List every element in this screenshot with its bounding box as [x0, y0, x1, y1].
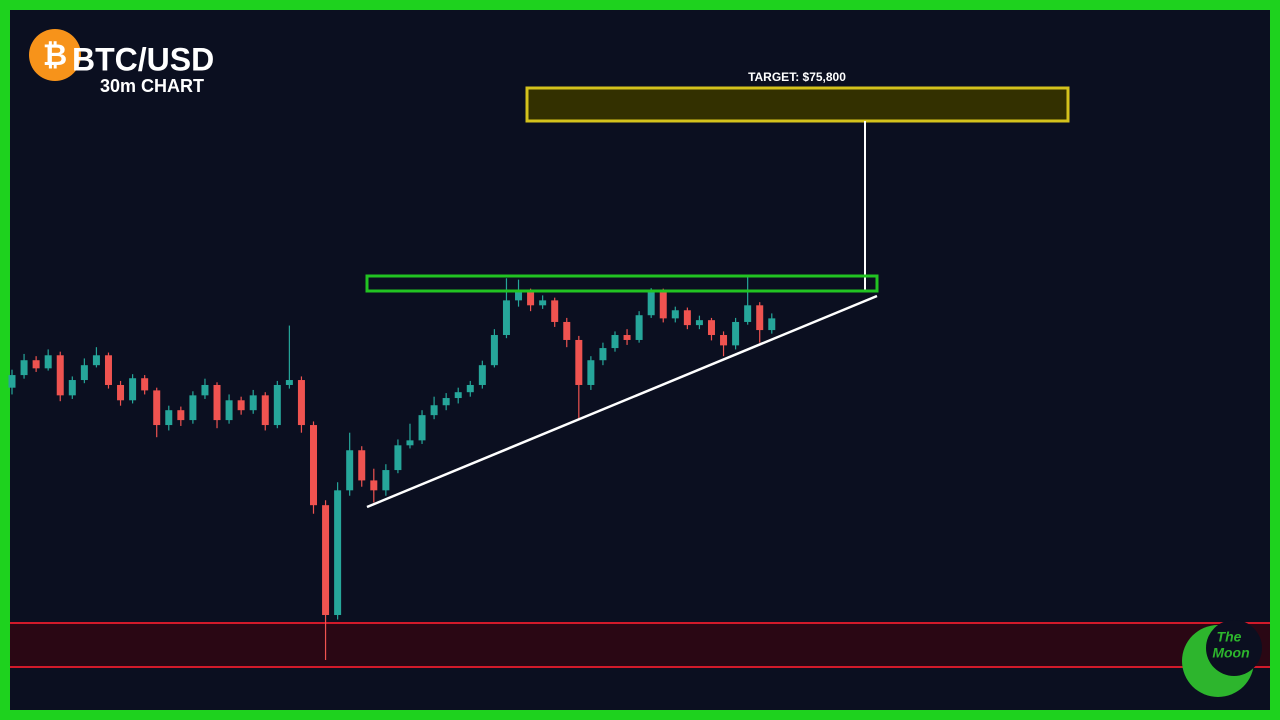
candle-body [261, 395, 269, 426]
candle-body [225, 400, 233, 421]
candle-body [539, 300, 547, 306]
candle-body [80, 365, 88, 381]
candle-body [551, 300, 559, 322]
candle-body [527, 292, 535, 306]
candle-body [768, 318, 776, 331]
candle-body [430, 405, 438, 416]
candle-body [92, 355, 100, 366]
candle-body [394, 445, 402, 471]
candle-body [382, 470, 390, 491]
candle-body [201, 384, 209, 396]
candle-body [454, 392, 462, 399]
candle-body [104, 355, 112, 385]
chart-subtitle: 30m CHART [100, 76, 204, 96]
candle-body [707, 320, 715, 336]
support-zone [10, 623, 1270, 667]
brand-moon-cut [1206, 620, 1262, 676]
candle-body [310, 425, 317, 506]
btc-logo [29, 29, 81, 81]
candle-body [647, 292, 655, 316]
candle-body [273, 384, 281, 426]
candle-body [32, 360, 40, 369]
chart-title: BTC/USD [72, 41, 214, 77]
candle-body [117, 384, 125, 401]
target-label: TARGET: $75,800 [748, 70, 846, 84]
candle-body [297, 380, 305, 426]
candle-body [756, 305, 764, 331]
candle-body [744, 305, 752, 322]
brand-text: The [1217, 629, 1242, 645]
candle-body [466, 384, 474, 393]
candle-body [406, 440, 414, 446]
candle-body [20, 360, 28, 376]
candle-body [695, 320, 703, 326]
candle-body [587, 360, 595, 385]
candle-body [68, 380, 76, 396]
candle-body [370, 480, 378, 491]
candle-body [683, 310, 691, 326]
trend-line [366, 294, 878, 509]
candle-body [153, 390, 161, 426]
candle-body [56, 355, 64, 396]
candle-body [502, 300, 510, 336]
brand-text: Moon [1212, 645, 1249, 661]
candle-body [249, 395, 257, 411]
candle-body [515, 292, 523, 301]
candle-body [611, 335, 619, 349]
candle-body [346, 450, 354, 491]
candle-body [213, 384, 221, 421]
candle-body [575, 339, 583, 385]
candle-body [635, 315, 643, 340]
candle-body [599, 348, 607, 361]
candle-body [285, 380, 293, 385]
candle-body [141, 378, 149, 391]
candle-body [478, 365, 486, 385]
candle-body [8, 375, 16, 388]
candle-body [659, 292, 667, 319]
candle-body [189, 395, 197, 421]
candle-body [237, 400, 245, 411]
btc-symbol: ₿ [43, 39, 67, 72]
candle-body [563, 321, 571, 340]
candles [8, 275, 776, 661]
candle-body [358, 450, 366, 481]
candle-body [44, 355, 52, 369]
candle-body [177, 410, 185, 421]
candle-body [671, 310, 679, 319]
candle-body [732, 321, 740, 346]
candle-body [623, 335, 631, 340]
candle-body [490, 335, 498, 366]
plot-background [10, 10, 1270, 710]
resistance-zone [365, 274, 879, 293]
candle-body [165, 410, 173, 426]
candle-body [720, 335, 728, 346]
candle-body [322, 505, 330, 616]
candle-body [334, 490, 342, 616]
candle-body [418, 415, 426, 441]
target-zone [525, 86, 1070, 123]
candle-body [442, 398, 450, 406]
candle-body [129, 378, 137, 401]
